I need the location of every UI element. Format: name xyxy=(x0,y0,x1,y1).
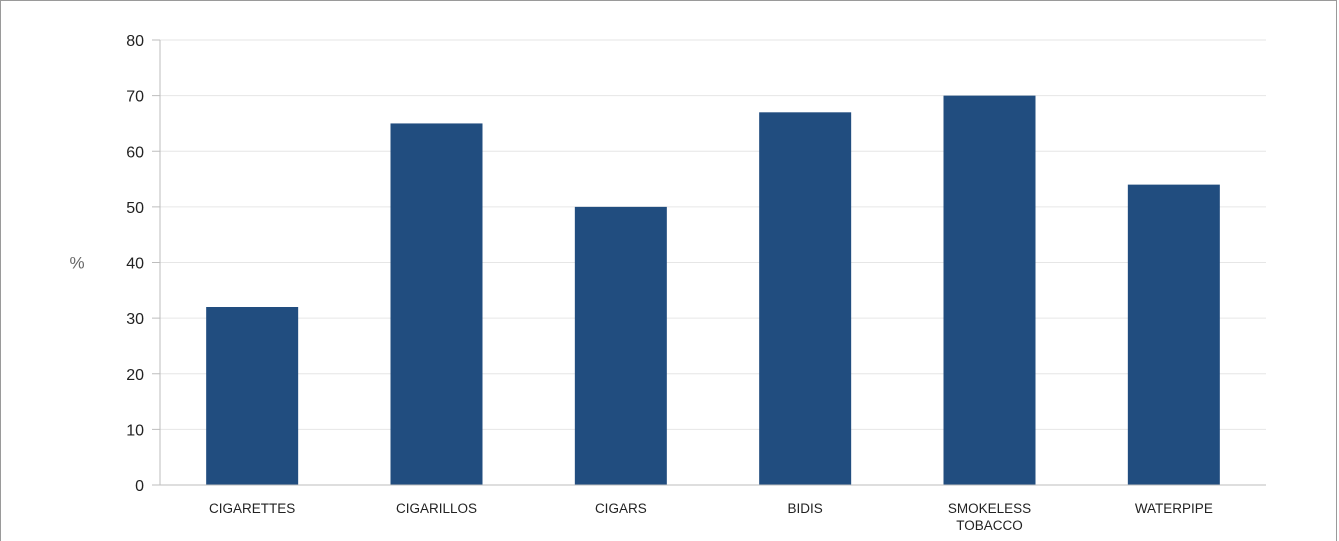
y-tick-label: 40 xyxy=(126,256,144,273)
x-category-label: CIGARS xyxy=(595,501,647,516)
y-tick-label: 50 xyxy=(126,200,144,217)
x-axis-labels: CIGARETTES CIGARILLOS CIGARS BIDIS SMOKELESS… xyxy=(209,501,1213,533)
y-tick-label: 70 xyxy=(126,89,144,106)
x-category-label: BIDIS xyxy=(788,501,823,516)
bar xyxy=(574,206,667,485)
x-category-label: CIGARILLOS xyxy=(396,501,477,516)
gridlines xyxy=(160,39,1266,430)
bar xyxy=(943,95,1036,485)
y-tick-label: 60 xyxy=(126,144,144,161)
y-tick-label: 10 xyxy=(126,422,144,439)
y-tick-label: 30 xyxy=(126,311,144,328)
x-category-label: SMOKELESS TOBACCO xyxy=(948,501,1031,533)
y-axis-ticks: 0 10 20 30 40 50 60 70 80 xyxy=(126,33,161,495)
bar xyxy=(759,112,852,485)
y-axis-label: % xyxy=(69,254,84,273)
y-tick-label: 80 xyxy=(126,33,144,50)
x-category-label: CIGARETTES xyxy=(209,501,295,516)
bar xyxy=(390,123,483,485)
bar xyxy=(1127,184,1220,485)
y-tick-label: 20 xyxy=(126,367,144,384)
bar xyxy=(206,307,299,485)
bars xyxy=(206,95,1220,485)
x-category-label: WATERPIPE xyxy=(1135,501,1213,516)
y-tick-label: 0 xyxy=(135,478,144,495)
